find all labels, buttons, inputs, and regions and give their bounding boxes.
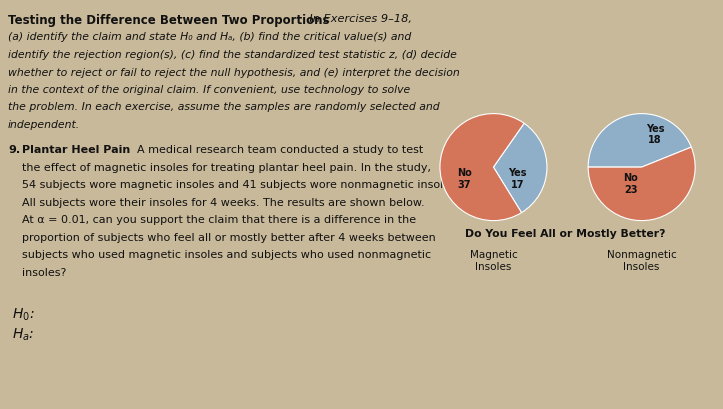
Text: Yes
18: Yes 18 — [646, 124, 664, 145]
Text: Testing the Difference Between Two Proportions: Testing the Difference Between Two Propo… — [8, 14, 330, 27]
Wedge shape — [589, 148, 695, 221]
Text: insoles?: insoles? — [22, 267, 67, 277]
Title: Magnetic
Insoles: Magnetic Insoles — [469, 249, 518, 271]
Text: proportion of subjects who feel all or mostly better after 4 weeks between: proportion of subjects who feel all or m… — [22, 232, 436, 243]
Text: in the context of the original claim. If convenient, use technology to solve: in the context of the original claim. If… — [8, 85, 410, 95]
Text: All subjects wore their insoles for 4 weeks. The results are shown below.: All subjects wore their insoles for 4 we… — [22, 198, 424, 207]
Text: Yes
17: Yes 17 — [508, 168, 527, 189]
Text: No
23: No 23 — [623, 173, 638, 194]
Text: 54 subjects wore magnetic insoles and 41 subjects wore nonmagnetic insoles.: 54 subjects wore magnetic insoles and 41… — [22, 180, 460, 190]
Wedge shape — [589, 115, 691, 168]
Text: $H_a$:: $H_a$: — [12, 326, 34, 343]
Text: (a) identify the claim and state H₀ and Hₐ, (b) find the critical value(s) and: (a) identify the claim and state H₀ and … — [8, 32, 411, 43]
Text: A medical research team conducted a study to test: A medical research team conducted a stud… — [130, 145, 423, 155]
Text: the problem. In each exercise, assume the samples are randomly selected and: the problem. In each exercise, assume th… — [8, 102, 440, 112]
Text: identify the rejection region(s), (c) find the standardized test statistic z, (d: identify the rejection region(s), (c) fi… — [8, 50, 457, 60]
Text: $H_0$:: $H_0$: — [12, 306, 35, 323]
Text: In Exercises 9–18,: In Exercises 9–18, — [302, 14, 412, 24]
Text: whether to reject or fail to reject the null hypothesis, and (e) interpret the d: whether to reject or fail to reject the … — [8, 67, 460, 77]
Text: independent.: independent. — [8, 120, 80, 130]
Wedge shape — [440, 115, 524, 221]
Text: At α = 0.01, can you support the claim that there is a difference in the: At α = 0.01, can you support the claim t… — [22, 215, 416, 225]
Wedge shape — [493, 124, 547, 213]
Text: Plantar Heel Pain: Plantar Heel Pain — [22, 145, 130, 155]
Text: No
37: No 37 — [457, 168, 471, 189]
Title: Nonmagnetic
Insoles: Nonmagnetic Insoles — [607, 249, 677, 271]
Text: the effect of magnetic insoles for treating plantar heel pain. In the study,: the effect of magnetic insoles for treat… — [22, 163, 431, 173]
Text: 9.: 9. — [8, 145, 20, 155]
Text: subjects who used magnetic insoles and subjects who used nonmagnetic: subjects who used magnetic insoles and s… — [22, 250, 431, 260]
Text: Do You Feel All or Mostly Better?: Do You Feel All or Mostly Better? — [465, 229, 665, 238]
